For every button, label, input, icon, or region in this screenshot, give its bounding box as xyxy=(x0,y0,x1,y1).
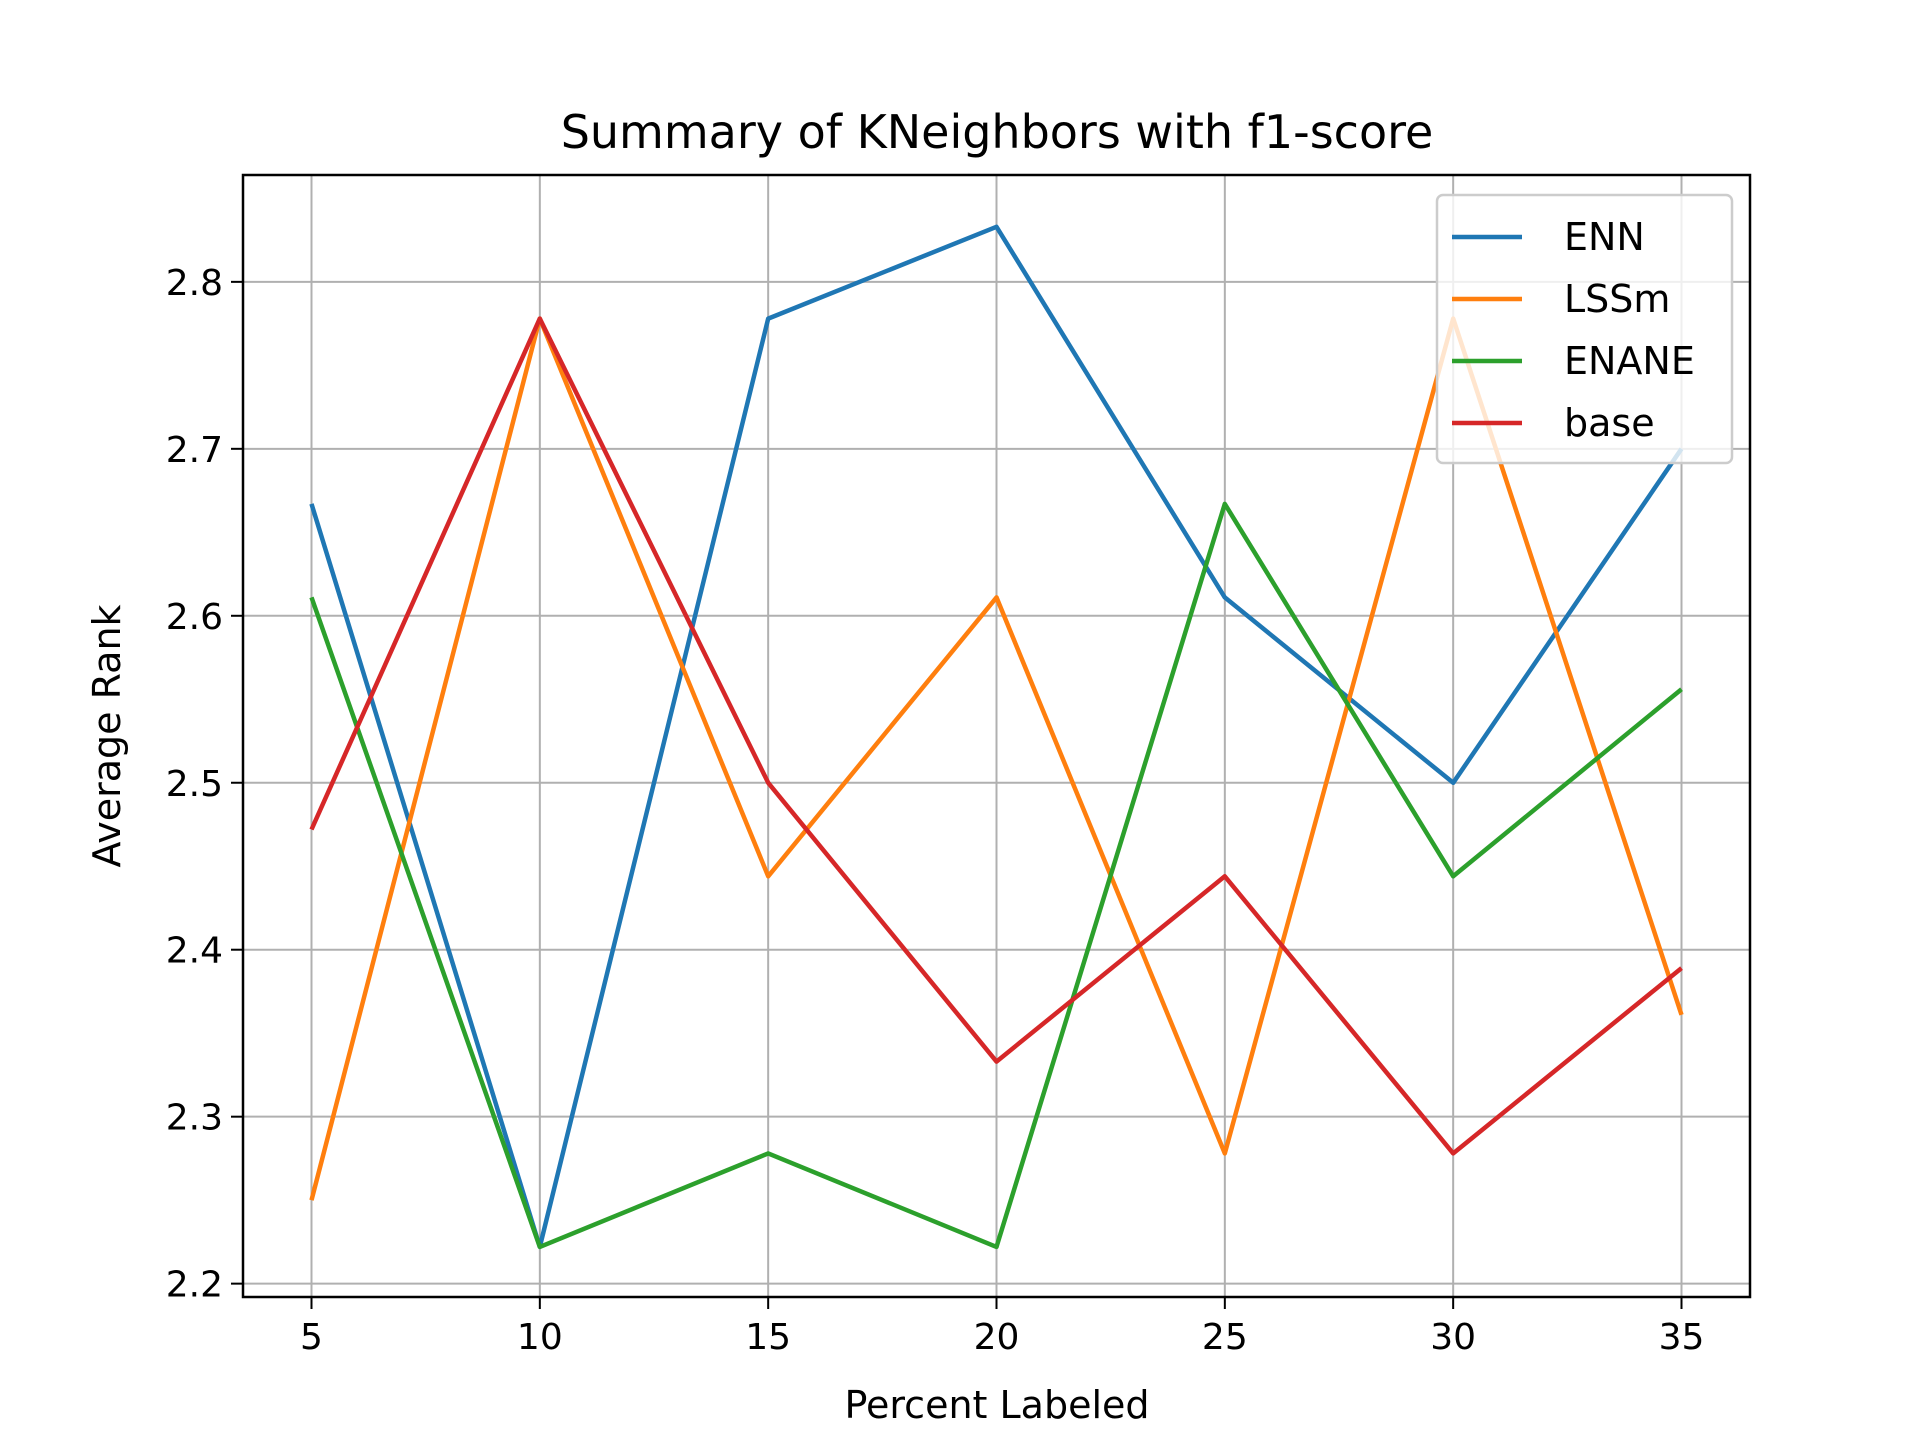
legend-label: LSSm xyxy=(1564,277,1670,321)
y-tick-label: 2.4 xyxy=(166,931,223,972)
legend-label: ENN xyxy=(1564,215,1645,259)
series-line-base xyxy=(309,316,1683,1156)
y-tick-label: 2.5 xyxy=(166,764,223,805)
x-tick-label: 5 xyxy=(300,1317,323,1358)
y-tick-label: 2.6 xyxy=(166,597,223,638)
legend-box xyxy=(1435,193,1734,465)
legend-label: ENANE xyxy=(1564,339,1695,383)
y-tick-label: 2.3 xyxy=(166,1098,223,1139)
chart-title: Summary of KNeighbors with f1-score xyxy=(561,105,1434,159)
ticks: 5 10 15 20 25 30 35 2.2 2.3 2.4 2.5 2.6 2.7 2.8 xyxy=(166,263,1705,1358)
y-tick-label: 2.2 xyxy=(166,1265,223,1306)
y-axis-label: Average Rank xyxy=(85,604,129,867)
x-tick-label: 20 xyxy=(974,1317,1020,1358)
legend-label: base xyxy=(1564,401,1655,445)
x-tick-label: 10 xyxy=(517,1317,563,1358)
y-tick-label: 2.7 xyxy=(166,430,223,471)
x-axis-label: Percent Labeled xyxy=(844,1383,1149,1427)
x-tick-label: 25 xyxy=(1202,1317,1248,1358)
series-line-enane xyxy=(309,501,1683,1250)
y-tick-label: 2.8 xyxy=(166,263,223,304)
legend: ENN LSSm ENANE base xyxy=(1435,193,1734,465)
x-tick-label: 15 xyxy=(745,1317,791,1358)
x-tick-label: 35 xyxy=(1659,1317,1705,1358)
x-tick-label: 30 xyxy=(1430,1317,1476,1358)
